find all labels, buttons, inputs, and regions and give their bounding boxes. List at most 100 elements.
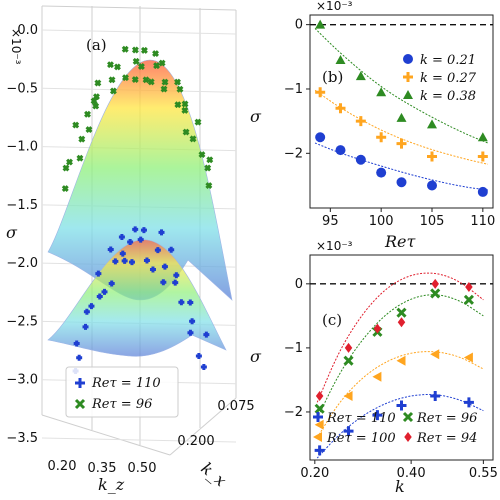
panel-b-label: (b) bbox=[322, 68, 343, 86]
z-tick-labels: 0.0 −0.5 −1.0 −1.5 −2.0 −2.5 −3.0 −3.5 bbox=[6, 23, 38, 446]
legend-box bbox=[65, 366, 179, 418]
legend-label-re110: Reτ = 110 bbox=[91, 376, 161, 391]
surface-point bbox=[189, 318, 196, 325]
surface-point bbox=[95, 270, 102, 277]
panel-b-xlabel: Reτ bbox=[384, 232, 417, 251]
z-gridline bbox=[41, 29, 237, 35]
z-tick-label: −1.5 bbox=[6, 198, 38, 213]
legend-marker bbox=[403, 72, 413, 82]
y-tick-label: 0 bbox=[295, 18, 303, 33]
surface-point bbox=[200, 364, 207, 371]
z-tick-label: −2.5 bbox=[6, 314, 38, 329]
x-tick-label: 0.40 bbox=[397, 466, 426, 481]
legend-markers bbox=[403, 54, 413, 99]
data-point bbox=[430, 288, 441, 299]
surface-point bbox=[158, 229, 165, 236]
surface-point bbox=[174, 101, 182, 109]
data-point bbox=[335, 145, 346, 156]
surface-point bbox=[128, 259, 135, 266]
x-tick-label: 100 bbox=[369, 214, 394, 229]
legend-marker bbox=[402, 411, 414, 423]
panel-c-xlabel: k bbox=[395, 477, 405, 496]
data-point bbox=[343, 390, 353, 401]
z-axis-label: σ bbox=[6, 223, 18, 242]
surface-point bbox=[114, 63, 121, 71]
data-point bbox=[344, 342, 353, 353]
surface-point bbox=[112, 258, 119, 265]
data-point bbox=[396, 138, 407, 149]
data-point bbox=[430, 349, 440, 360]
data-point bbox=[335, 55, 346, 65]
z-gridline bbox=[41, 437, 237, 443]
surface-point bbox=[198, 151, 206, 159]
data-point bbox=[396, 177, 407, 188]
data-point bbox=[427, 151, 437, 162]
kx-tick-labels: 0.200 0.075 bbox=[177, 399, 254, 449]
z-axis-multiplier: ×10⁻³ bbox=[9, 28, 23, 65]
surface-re110 bbox=[47, 239, 227, 357]
panel-b-ylabel: σ bbox=[250, 107, 262, 126]
panel-a-legend: Reτ = 110 Reτ = 96 bbox=[65, 366, 179, 418]
surface-point bbox=[82, 323, 89, 330]
surface-point bbox=[85, 126, 93, 134]
surface-point bbox=[194, 118, 202, 126]
legend-label-re96: Reτ = 96 bbox=[416, 411, 477, 426]
surface-point bbox=[154, 247, 161, 254]
surface-point bbox=[131, 76, 139, 83]
x-tick-label: 0.20 bbox=[300, 466, 329, 481]
legend-marker bbox=[313, 432, 322, 442]
kx-tick-label: 0.075 bbox=[217, 399, 254, 414]
legend-label-re110: Reτ = 110 bbox=[326, 411, 396, 426]
surface-point bbox=[78, 135, 86, 143]
surface-point bbox=[160, 85, 168, 93]
surface-point bbox=[83, 308, 90, 315]
surface-point bbox=[93, 93, 100, 101]
y-tick-label: 0 bbox=[295, 277, 303, 292]
surface-point bbox=[127, 238, 134, 245]
surface-point bbox=[172, 279, 179, 286]
surface-point bbox=[94, 79, 102, 87]
data-point bbox=[314, 403, 325, 414]
panel-c: 0.20 0.40 0.55 0 −1 −2 ×10⁻³ (c) σ k Reτ = 1… bbox=[250, 239, 498, 496]
surface-point bbox=[132, 226, 139, 233]
y-tick-label: −2 bbox=[284, 405, 303, 420]
surface-point bbox=[158, 59, 166, 67]
data-point bbox=[396, 400, 407, 411]
data-point bbox=[376, 167, 387, 178]
surface-point bbox=[142, 76, 150, 84]
surface-point bbox=[176, 85, 184, 93]
panel-a: 0.0−0.5−1.0−1.5−2.0−2.5−3.0−3.5 ×10⁻³ σ … bbox=[6, 5, 255, 494]
z-tick-label: 0.0 bbox=[17, 23, 38, 38]
surface-point bbox=[187, 329, 194, 336]
data-point bbox=[477, 151, 488, 162]
data-point bbox=[397, 317, 406, 328]
surface-point bbox=[195, 352, 202, 359]
surface-point bbox=[182, 128, 190, 136]
surface-point bbox=[152, 50, 160, 58]
data-points bbox=[314, 278, 474, 456]
x-tick-labels: 0.20 0.40 0.55 bbox=[300, 460, 498, 481]
legend-markers bbox=[74, 378, 86, 410]
z-tick-label: −1.0 bbox=[6, 140, 38, 155]
surface-point bbox=[161, 263, 168, 270]
panel-c-axes bbox=[309, 254, 494, 461]
data-point bbox=[343, 426, 354, 437]
x-tick-labels: 95 100 105 110 bbox=[322, 208, 495, 229]
data-point bbox=[343, 355, 354, 366]
surface-point bbox=[131, 46, 139, 54]
legend-label-re94: Reτ = 94 bbox=[416, 431, 477, 446]
fit-curve-2 bbox=[314, 28, 489, 144]
surface-point bbox=[203, 331, 210, 338]
panel-c-legend: Reτ = 110 Reτ = 96 Reτ = 100 Reτ = 94 bbox=[313, 411, 477, 446]
data-points bbox=[315, 19, 488, 197]
surface-point bbox=[181, 106, 189, 114]
y-tick-label: −1 bbox=[284, 341, 303, 356]
legend-marker bbox=[75, 378, 85, 388]
z-tick-label: −0.5 bbox=[6, 81, 38, 96]
surface-point bbox=[72, 121, 80, 129]
surface-point bbox=[66, 158, 73, 166]
fit-curve-0 bbox=[314, 142, 489, 191]
legend-marker bbox=[74, 398, 86, 410]
y-tick-label: −2 bbox=[284, 146, 303, 161]
